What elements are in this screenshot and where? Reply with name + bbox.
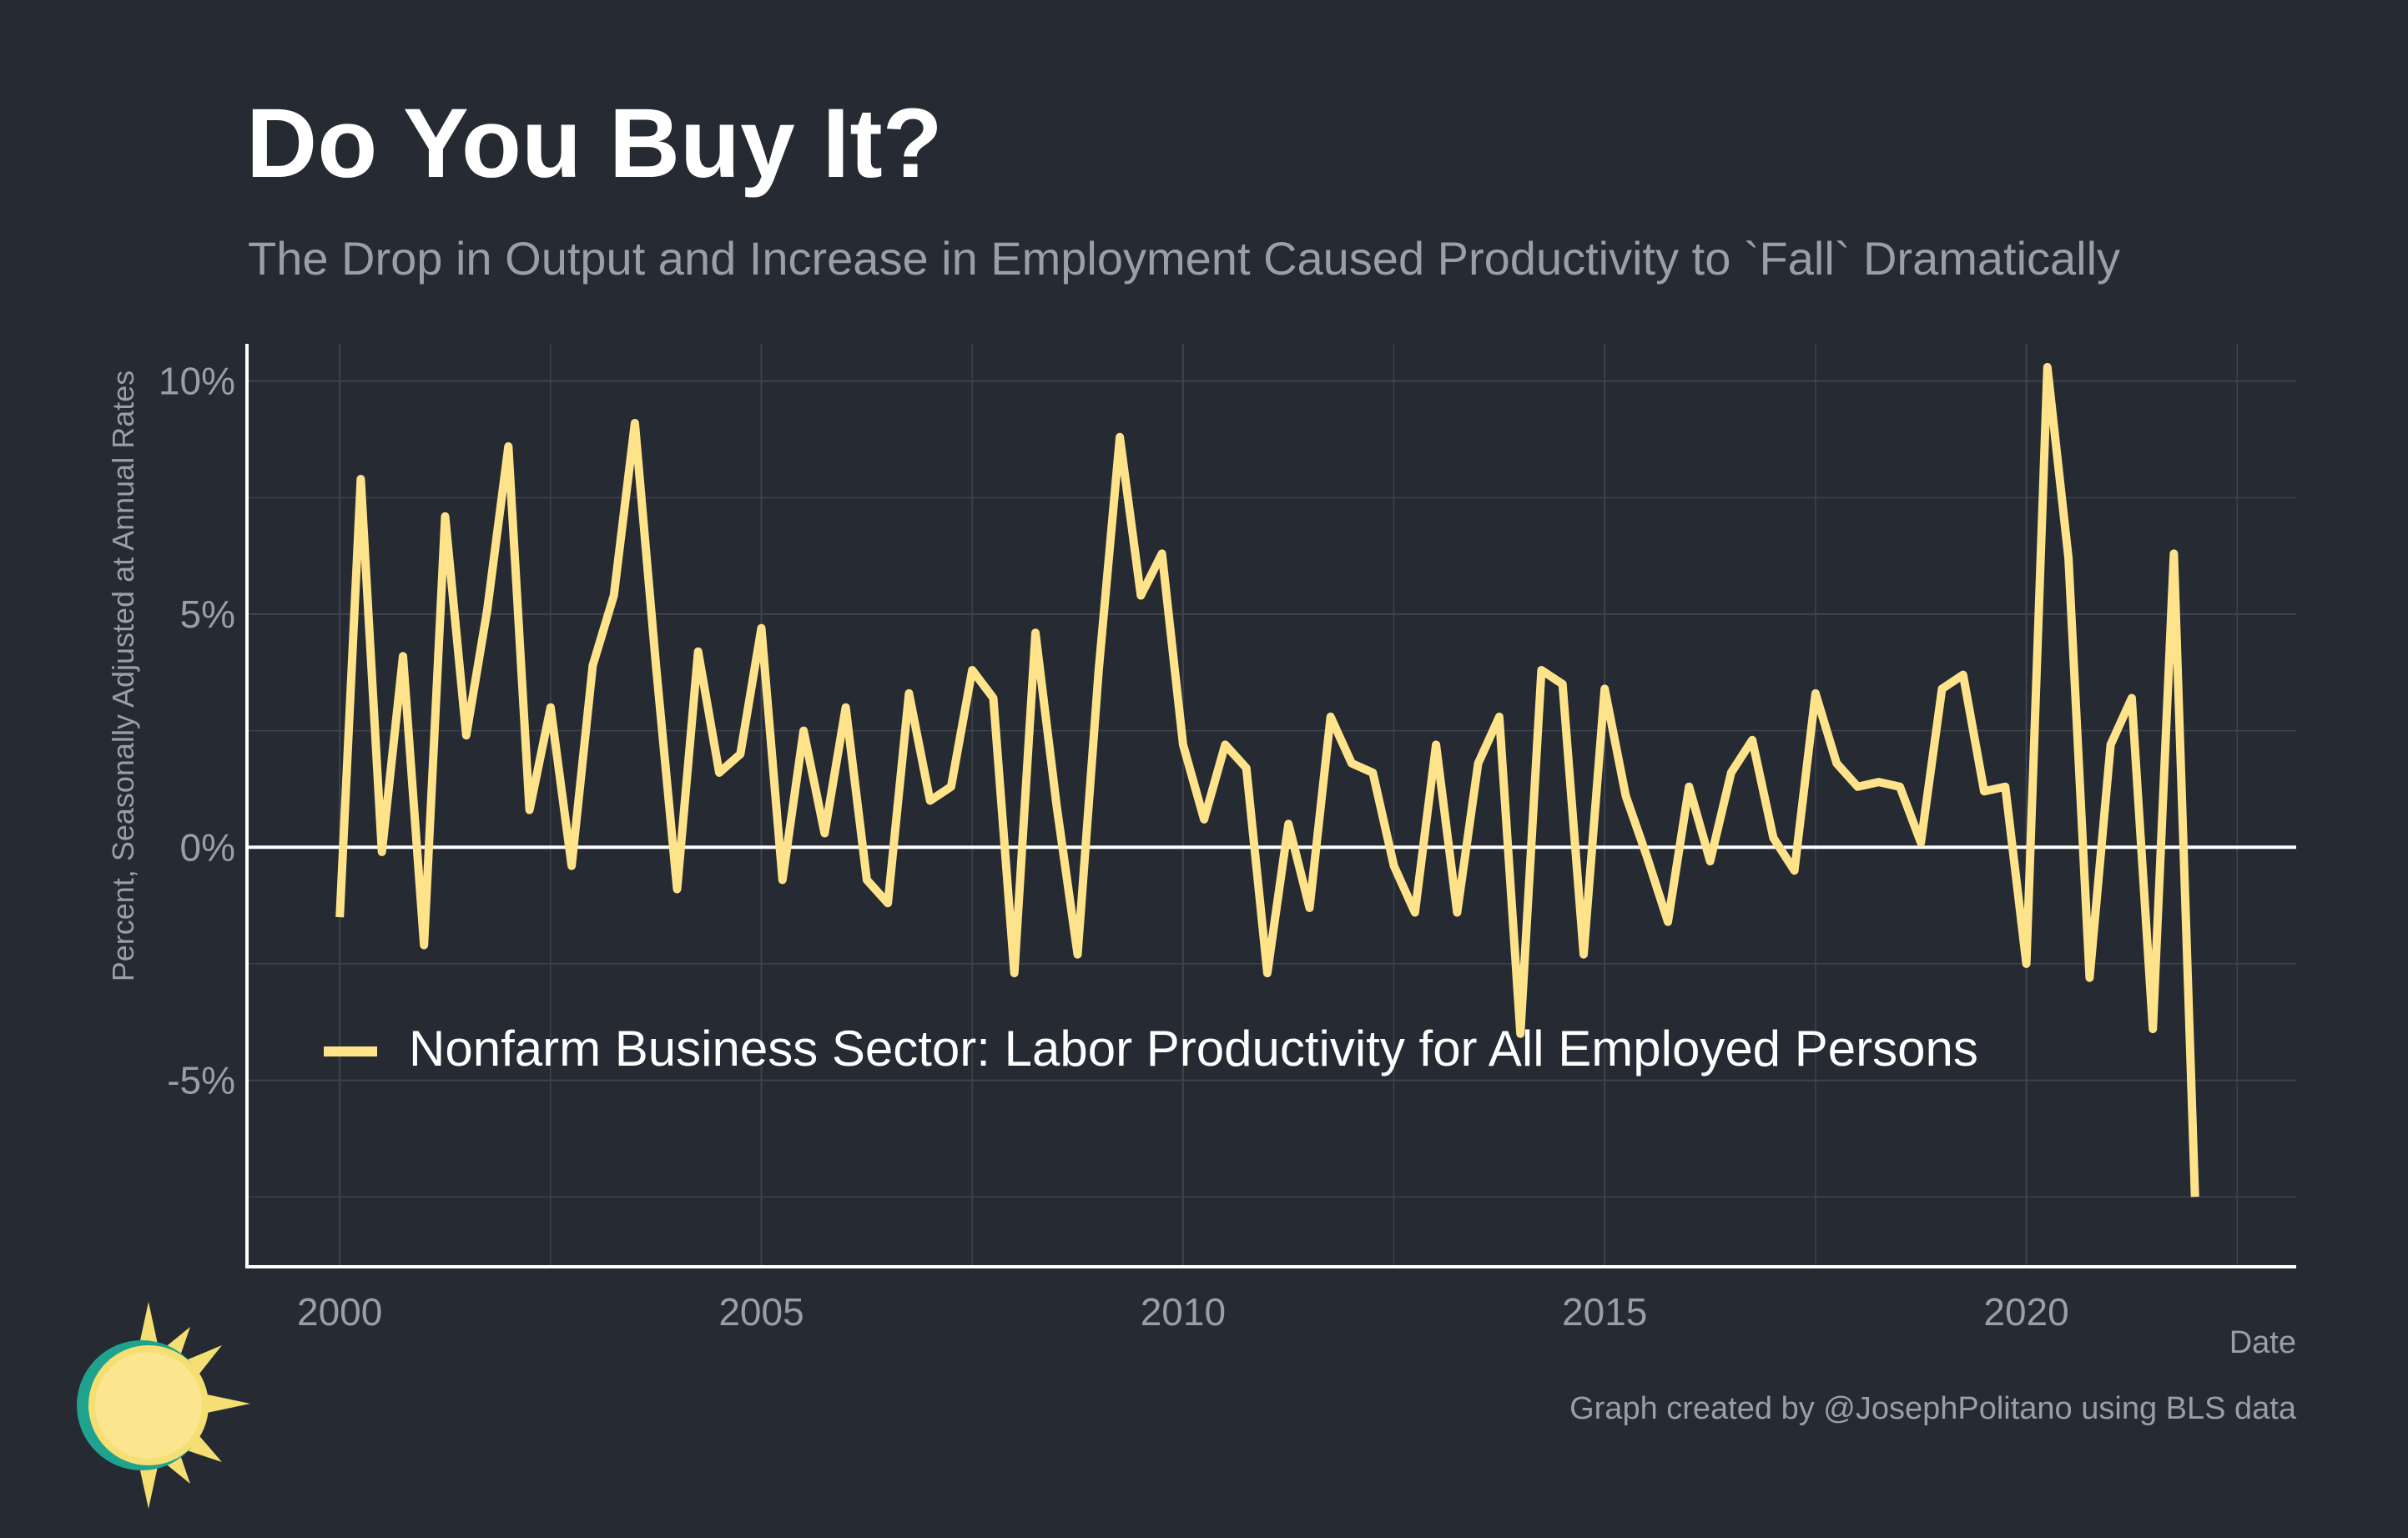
logo-sun-face bbox=[95, 1352, 202, 1459]
sun-logo bbox=[77, 1302, 250, 1509]
legend-label: Nonfarm Business Sector: Labor Productiv… bbox=[409, 1021, 1978, 1077]
x-tick-label: 2010 bbox=[1141, 1290, 1226, 1334]
x-tick-label: 2015 bbox=[1562, 1290, 1647, 1334]
caption: Graph created by @JosephPolitano using B… bbox=[1569, 1391, 2297, 1426]
tick-labels: 2000 2005 2010 2015 2020 -5% 0% 5% 10% bbox=[159, 360, 2069, 1334]
series-layer bbox=[335, 362, 2199, 1198]
x-axis-label: Date bbox=[2229, 1325, 2296, 1360]
x-tick-label: 2020 bbox=[1983, 1290, 2068, 1334]
series-line bbox=[335, 362, 2199, 1198]
y-tick-label: 5% bbox=[180, 593, 235, 636]
y-tick-label: 10% bbox=[159, 360, 235, 403]
y-tick-label: -5% bbox=[167, 1059, 235, 1102]
chart-title: Do You Buy It? bbox=[246, 88, 943, 199]
chart-subtitle: The Drop in Output and Increase in Emplo… bbox=[248, 232, 2120, 285]
x-tick-label: 2000 bbox=[297, 1290, 382, 1334]
x-tick-label: 2005 bbox=[718, 1290, 804, 1334]
y-axis-label: Percent, Seasonally Adjusted at Annual R… bbox=[106, 371, 140, 981]
y-tick-label: 0% bbox=[180, 825, 235, 869]
gridlines bbox=[247, 344, 2296, 1267]
axes bbox=[245, 344, 2296, 1268]
legend: Nonfarm Business Sector: Labor Productiv… bbox=[324, 1021, 1978, 1077]
